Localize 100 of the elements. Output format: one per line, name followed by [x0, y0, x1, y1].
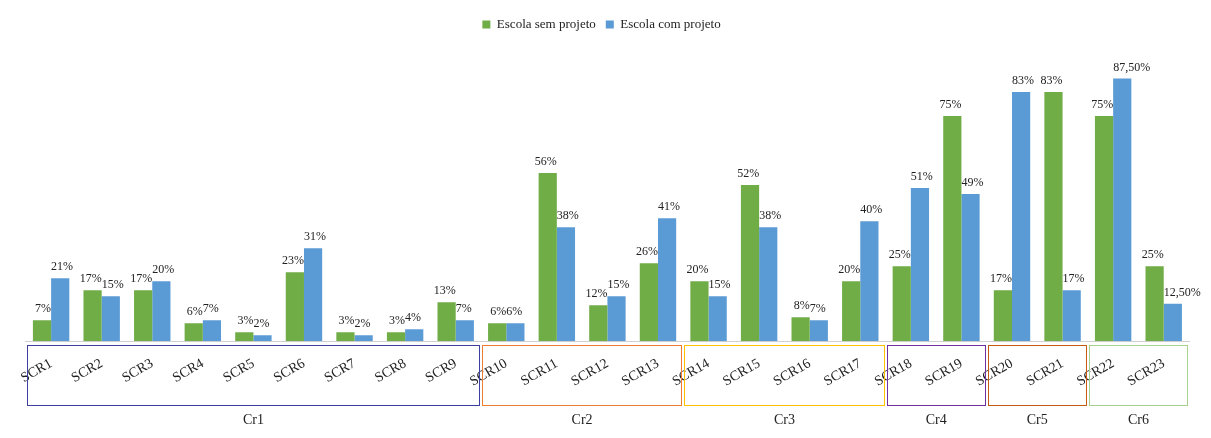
text: Cr2 [570, 412, 594, 428]
data-label: 6% [490, 304, 507, 319]
data-label: 41% [657, 199, 680, 214]
data-label: 7% [202, 301, 219, 316]
data-label: 6% [186, 304, 203, 319]
bar [538, 173, 557, 342]
data-label: 52% [737, 166, 760, 181]
bar [1094, 116, 1114, 342]
bar [253, 335, 272, 342]
bar [860, 221, 879, 342]
data-label: 7% [809, 301, 826, 316]
data-label: 7% [455, 301, 472, 316]
bar [842, 281, 861, 342]
bar [455, 320, 474, 342]
text: Cr6 [1126, 412, 1150, 428]
bar [152, 281, 171, 342]
bar [892, 266, 911, 342]
data-label: 25% [888, 247, 911, 262]
bar [336, 332, 355, 342]
x-tick-label: SCR1 [17, 355, 55, 385]
data-label: 25% [1141, 247, 1164, 262]
bar [235, 332, 254, 342]
bar [386, 332, 406, 342]
data-label: 12% [585, 286, 608, 301]
legend-label: Escola com projeto [620, 15, 721, 31]
bar [1062, 290, 1081, 342]
data-label: 20% [838, 262, 861, 277]
data-label: 87,50% [1113, 59, 1151, 74]
bar [607, 296, 626, 342]
bar [1012, 92, 1031, 342]
bar [285, 272, 304, 342]
bar [910, 188, 930, 342]
bar [1145, 266, 1164, 342]
bar [101, 296, 120, 342]
bar [1163, 303, 1182, 342]
bar [506, 323, 525, 342]
bar [589, 305, 608, 342]
bar [556, 227, 576, 342]
data-label: 23% [281, 253, 304, 268]
bar [83, 290, 102, 342]
bar [1044, 92, 1063, 342]
legend-label: Escola sem projeto [496, 15, 596, 31]
data-label: 4% [405, 310, 422, 325]
bar [809, 320, 828, 342]
bar [791, 317, 810, 342]
bar [639, 263, 658, 342]
data-label: 38% [556, 208, 579, 223]
data-label: 75% [1091, 97, 1114, 112]
data-label: 17% [989, 271, 1012, 286]
data-label: 15% [607, 277, 630, 292]
data-label: 12,50% [1163, 284, 1201, 299]
data-label: 51% [910, 169, 933, 184]
data-label: 31% [303, 229, 326, 244]
bar [437, 302, 456, 342]
data-label: 21% [51, 259, 74, 274]
text: Cr3 [772, 412, 796, 428]
data-label: 26% [635, 244, 658, 259]
data-label: 15% [101, 277, 124, 292]
bar [32, 320, 52, 342]
data-label: 3% [338, 313, 355, 328]
bar [943, 116, 962, 342]
data-label: 56% [534, 154, 557, 169]
data-label: 2% [354, 316, 371, 331]
data-label: 7% [35, 301, 52, 316]
bar [134, 290, 153, 342]
bar [202, 320, 222, 342]
data-label: 83% [1011, 73, 1034, 88]
bar [405, 329, 424, 342]
data-label: 17% [1062, 271, 1085, 286]
bar [51, 278, 70, 342]
data-label: 75% [939, 97, 962, 112]
x-tick-label: SCR9 [422, 355, 460, 385]
x-tick-label: SCR2 [68, 355, 106, 385]
bar [740, 185, 760, 342]
bar [961, 194, 980, 342]
data-label: 3% [237, 313, 254, 328]
bar [759, 227, 778, 342]
x-tick-label: SCR8 [372, 355, 409, 385]
text: Cr4 [924, 412, 948, 428]
bar [1113, 78, 1132, 342]
data-label: 3% [389, 313, 406, 328]
bar [708, 296, 727, 342]
text: Cr5 [1025, 412, 1049, 428]
data-label: 2% [253, 316, 270, 331]
text: Cr1 [241, 412, 265, 428]
data-label: 49% [961, 175, 984, 190]
bar [184, 323, 203, 342]
data-label: 40% [860, 202, 883, 217]
data-label: 17% [130, 271, 153, 286]
bar [657, 218, 677, 342]
data-label: 15% [708, 277, 731, 292]
bar [354, 335, 373, 342]
bar [690, 281, 709, 342]
bar [303, 248, 323, 342]
data-label: 38% [759, 208, 782, 223]
data-label: 8% [793, 298, 810, 313]
data-label: 6% [506, 304, 523, 319]
x-tick-label: SCR3 [119, 355, 156, 385]
data-label: 13% [433, 283, 456, 298]
bar [488, 323, 507, 342]
